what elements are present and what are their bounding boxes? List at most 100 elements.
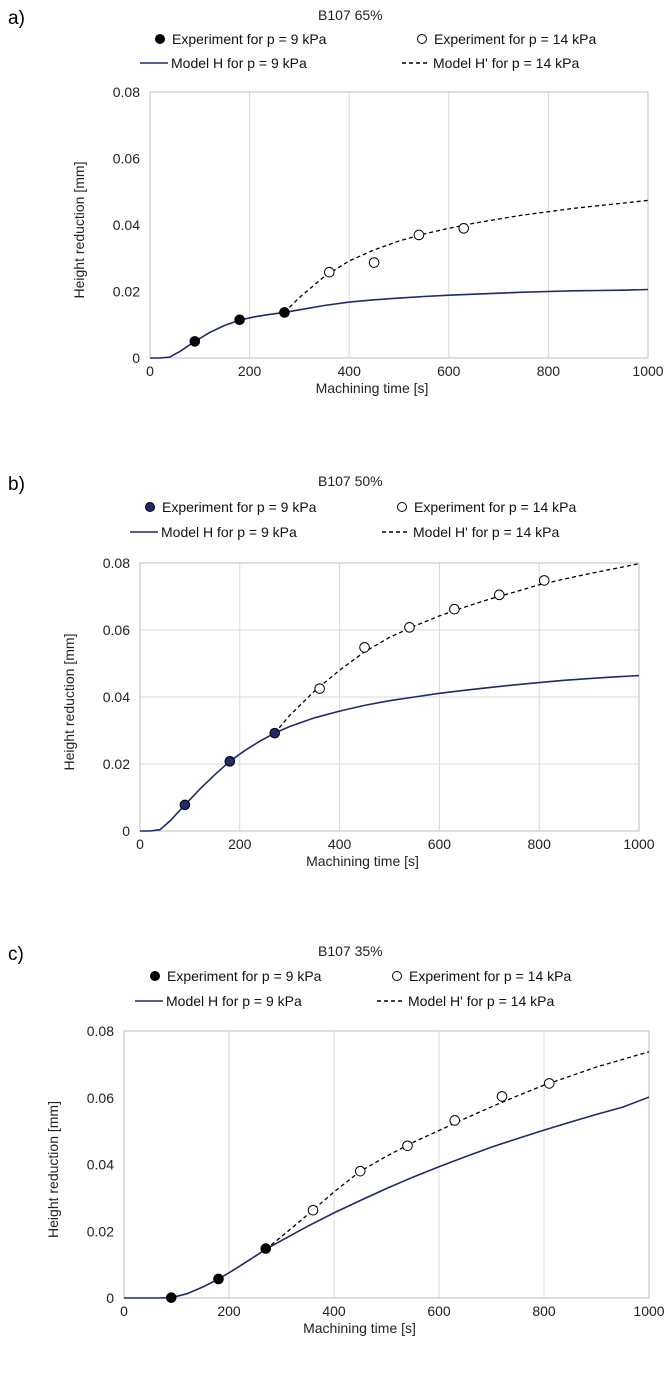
chart-panel-c: c) B107 35%Experiment for p = 9 kPa Experi… xyxy=(8,943,665,1336)
chart-panel-a: a) B107 65% Experiment for p = 9 kPa Experi… xyxy=(8,7,664,396)
legend-filled-marker xyxy=(155,34,165,44)
x-tick-label: 800 xyxy=(528,836,552,852)
plot-frame xyxy=(123,1030,650,1299)
experiment-14kpa-point xyxy=(458,223,470,234)
model-h-9kpa-line xyxy=(124,1096,650,1299)
x-tick-label: 0 xyxy=(136,836,144,852)
experiment-14kpa-point xyxy=(493,589,505,601)
experiment-9kpa-point xyxy=(269,727,281,739)
legend: Experiment for p = 9 kPa Experiment for p… xyxy=(130,499,576,540)
y-tick-label: 0.04 xyxy=(113,217,140,233)
y-tick-label: 0.02 xyxy=(87,1223,114,1239)
chart-title: B107 35% xyxy=(318,943,383,959)
experiment-14kpa-point xyxy=(307,1204,319,1216)
x-tick-label: 1000 xyxy=(633,1303,664,1319)
y-tick-label: 0.08 xyxy=(103,555,130,571)
legend-item: Model H for p = 9 kPa xyxy=(140,55,307,71)
legend-label: Experiment for p = 14 kPa xyxy=(409,968,571,984)
y-tick-label: 0.04 xyxy=(103,689,130,705)
legend-label: Experiment for p = 9 kPa xyxy=(162,499,317,515)
gridlines xyxy=(140,563,639,831)
x-tick-label: 400 xyxy=(322,1303,346,1319)
legend-filled-marker xyxy=(150,971,160,981)
legend-label: Experiment for p = 14 kPa xyxy=(434,31,596,47)
legend-label: Model H for p = 9 kPa xyxy=(161,524,297,540)
chart-panel-b: b) B107 50%Experiment for p = 9 kPa Experi… xyxy=(8,473,655,869)
experiment-14kpa-point xyxy=(314,683,325,694)
model-h-prime-14kpa-line xyxy=(284,199,649,313)
legend-label: Model H for p = 9 kPa xyxy=(166,993,302,1009)
x-tick-label: 400 xyxy=(338,363,362,379)
legend-item: Model H' for p = 14 kPa xyxy=(377,993,554,1009)
panel-label: c) xyxy=(8,944,24,965)
experiment-9kpa-point xyxy=(224,756,236,767)
experiment-9kpa-point xyxy=(260,1243,272,1254)
experiment-14kpa-point xyxy=(402,1140,413,1152)
experiment-14kpa-point xyxy=(538,575,550,586)
legend-open-marker xyxy=(392,971,402,981)
x-tick-label: 800 xyxy=(532,1303,556,1319)
legend-item: Experiment for p = 9 kPa xyxy=(150,968,322,984)
x-tick-label: 800 xyxy=(537,363,561,379)
x-tick-label: 200 xyxy=(238,363,262,379)
legend-filled-marker xyxy=(145,502,155,512)
x-tick-label: 0 xyxy=(120,1303,128,1319)
model-h-prime-14kpa-line xyxy=(274,563,640,734)
legend-label: Model H' for p = 14 kPa xyxy=(413,524,559,540)
legend-open-marker xyxy=(397,502,407,512)
y-tick-label: 0.06 xyxy=(87,1090,114,1106)
legend-item: Model H' for p = 14 kPa xyxy=(382,524,559,540)
y-tick-label: 0.08 xyxy=(87,1023,114,1039)
x-tick-label: 600 xyxy=(437,363,461,379)
experiment-14kpa-point xyxy=(354,1165,366,1177)
x-tick-label: 1000 xyxy=(632,363,663,379)
experiment-14kpa-point xyxy=(543,1078,555,1089)
experiment-9kpa-point xyxy=(213,1273,224,1285)
legend-item: Experiment for p = 9 kPa xyxy=(145,499,317,515)
y-axis-title: Height reduction [mm] xyxy=(45,1101,61,1238)
panel-label: b) xyxy=(8,474,25,495)
experiment-9kpa-point xyxy=(234,314,245,326)
plot-frame xyxy=(139,562,640,832)
x-tick-label: 0 xyxy=(146,363,154,379)
experiment-9kpa-point xyxy=(189,336,201,347)
y-tick-label: 0.02 xyxy=(103,756,130,772)
chart-title: B107 65% xyxy=(318,7,383,23)
experiment-14kpa-point xyxy=(359,642,370,653)
legend-item: Experiment for p = 14 kPa xyxy=(392,968,571,984)
y-tick-label: 0.06 xyxy=(113,151,140,167)
y-tick-label: 0.04 xyxy=(87,1157,114,1173)
model-h-9kpa-line xyxy=(150,288,649,359)
legend-item: Model H for p = 9 kPa xyxy=(135,993,302,1009)
legend-item: Experiment for p = 14 kPa xyxy=(417,31,596,47)
x-axis-title: Machining time [s] xyxy=(316,380,429,396)
x-axis-title: Machining time [s] xyxy=(306,853,419,869)
legend-item: Model H' for p = 14 kPa xyxy=(402,55,579,71)
experiment-14kpa-point xyxy=(413,229,425,241)
x-tick-label: 600 xyxy=(427,1303,451,1319)
legend-label: Model H' for p = 14 kPa xyxy=(433,55,579,71)
x-tick-label: 400 xyxy=(328,836,352,852)
plot-frame xyxy=(149,91,649,359)
legend-label: Model H for p = 9 kPa xyxy=(171,55,307,71)
panel-label: a) xyxy=(8,8,25,29)
y-tick-label: 0 xyxy=(132,350,140,366)
experiment-14kpa-point xyxy=(404,622,415,633)
experiment-9kpa-point xyxy=(165,1292,177,1303)
model-h-prime-14kpa-line xyxy=(265,1051,650,1250)
x-tick-label: 1000 xyxy=(623,836,654,852)
legend-label: Experiment for p = 9 kPa xyxy=(167,968,322,984)
legend: Experiment for p = 9 kPa Experiment for p… xyxy=(135,968,571,1009)
y-axis-title: Height reduction [mm] xyxy=(61,634,77,771)
gridlines xyxy=(249,92,549,358)
legend-label: Model H' for p = 14 kPa xyxy=(408,993,554,1009)
legend: Experiment for p = 9 kPa Experiment for p… xyxy=(140,31,596,71)
legend-item: Experiment for p = 14 kPa xyxy=(397,499,576,515)
experiment-14kpa-point xyxy=(496,1091,508,1102)
legend-open-marker xyxy=(417,34,427,44)
model-h-9kpa-line xyxy=(140,674,640,832)
x-axis-title: Machining time [s] xyxy=(303,1320,416,1336)
experiment-14kpa-point xyxy=(449,1115,461,1126)
x-tick-label: 200 xyxy=(228,836,252,852)
y-tick-label: 0.02 xyxy=(113,284,140,300)
